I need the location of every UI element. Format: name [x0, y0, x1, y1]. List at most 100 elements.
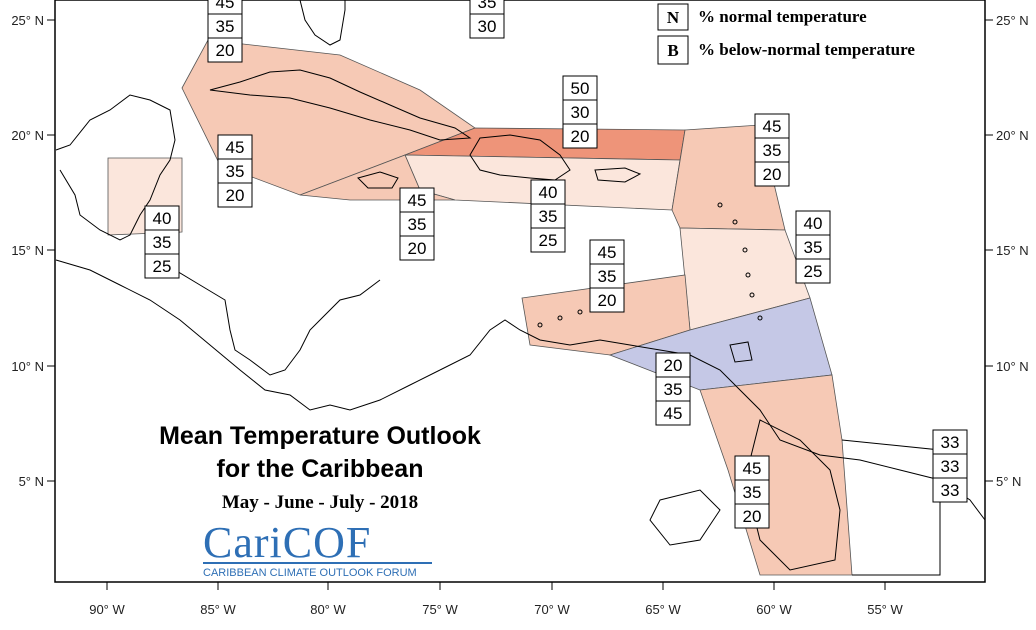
- coastline-florida: [299, 0, 346, 46]
- y-tick-label-right: 15° N: [996, 243, 1029, 258]
- probability-cell: [530, 179, 566, 205]
- probability-stack: 45 35 20: [399, 187, 435, 261]
- probability-cell: [795, 258, 831, 284]
- probability-cell: [932, 477, 968, 503]
- x-tick-label: 75° W: [422, 602, 458, 617]
- probability-cell: [530, 203, 566, 229]
- boundary-suriname: [841, 439, 941, 576]
- probability-value: 35: [408, 215, 427, 234]
- probability-value: 35: [539, 207, 558, 226]
- y-tick-label-left: 20° N: [11, 128, 44, 143]
- probability-value: 45: [664, 404, 683, 423]
- y-tick-label-right: 5° N: [996, 474, 1021, 489]
- probability-value: 33: [941, 481, 960, 500]
- logo-wordmark: CariCOF: [203, 518, 371, 567]
- legend-text-below: % below-normal temperature: [698, 40, 915, 59]
- x-tick-label: 90° W: [89, 602, 125, 617]
- probability-cell: [217, 134, 253, 160]
- y-tick-label-left: 5° N: [19, 474, 44, 489]
- y-tick-label-left: 25° N: [11, 13, 44, 28]
- probability-stack: 40 35 25: [795, 210, 831, 284]
- probability-cell: [217, 182, 253, 208]
- probability-cell: [795, 234, 831, 260]
- probability-value: 20: [408, 239, 427, 258]
- probability-value: 20: [571, 127, 590, 146]
- probability-value: 35: [804, 238, 823, 257]
- probability-value: 35: [763, 141, 782, 160]
- probability-value: 45: [408, 191, 427, 210]
- probability-cell: [399, 187, 435, 213]
- probability-value: 25: [153, 257, 172, 276]
- probability-value: 20: [763, 165, 782, 184]
- probability-value: 30: [478, 17, 497, 36]
- island-marker: [717, 202, 723, 208]
- y-tick-label-right: 25° N: [996, 13, 1029, 28]
- x-axis-ticks: 90° W 85° W 80° W 75° W 70° W 65° W 60° W 55° W: [89, 582, 903, 617]
- zone-guyana: [699, 374, 853, 576]
- probability-cell: [655, 400, 691, 426]
- probability-cell: [655, 376, 691, 402]
- probability-cell: [469, 13, 505, 39]
- probability-cell: [399, 235, 435, 261]
- legend-key-below: B: [667, 41, 678, 60]
- probability-cell: [734, 455, 770, 481]
- island-marker: [557, 315, 563, 321]
- logo-tagline: CARIBBEAN CLIMATE OUTLOOK FORUM: [203, 567, 417, 579]
- map-title-line1: Mean Temperature Outlook: [159, 422, 481, 450]
- legend-key-normal: N: [667, 8, 680, 27]
- probability-stack: 45 35 20: [754, 113, 790, 187]
- probability-value: 45: [216, 0, 235, 12]
- probability-value: 25: [804, 262, 823, 281]
- probability-value: 20: [664, 356, 683, 375]
- probability-stack: 45 35 20: [217, 134, 253, 208]
- probability-stack: 20 35 45: [655, 352, 691, 426]
- legend-key-box: [657, 35, 689, 65]
- legend-text-normal: % normal temperature: [698, 7, 867, 26]
- y-tick-label-left: 10° N: [11, 359, 44, 374]
- probability-stack: 40 35 25: [530, 179, 566, 253]
- y-tick-label-right: 10° N: [996, 359, 1029, 374]
- legend-key-box: [657, 3, 689, 31]
- probability-value: 20: [743, 507, 762, 526]
- probability-cell: [734, 503, 770, 529]
- probability-cell: [207, 13, 243, 39]
- probability-cell: [589, 263, 625, 289]
- probability-cell: [754, 137, 790, 163]
- probability-cell: [589, 287, 625, 313]
- probability-value: 30: [571, 103, 590, 122]
- probability-value: 35: [153, 233, 172, 252]
- island-marker: [732, 219, 738, 225]
- probability-cell: [655, 352, 691, 378]
- x-tick-label: 55° W: [867, 602, 903, 617]
- probability-value: 40: [804, 214, 823, 233]
- probability-value: 20: [226, 186, 245, 205]
- probability-cell: [754, 113, 790, 139]
- coastline-central-america-south: [55, 259, 441, 411]
- y-tick-label-left: 15° N: [11, 243, 44, 258]
- y-axis-ticks: 25° N 25° N 20° N 20° N 15° N 15° N 10° N 10° N…: [11, 13, 1028, 489]
- island-marker: [742, 247, 748, 253]
- probability-value: 40: [153, 209, 172, 228]
- title-block: Mean Temperature Outlook for the Caribbe…: [159, 422, 481, 513]
- probability-cell: [754, 161, 790, 187]
- probability-value: 33: [941, 457, 960, 476]
- probability-value: 35: [743, 483, 762, 502]
- coastline-trinidad: [729, 341, 753, 363]
- island-marker: [749, 292, 755, 298]
- probability-stack: 45 35 20: [207, 0, 243, 63]
- probability-cell: [562, 75, 598, 101]
- coastline-yucatan: [55, 94, 176, 241]
- probability-cell: [530, 227, 566, 253]
- probability-stack: 33 33 33: [932, 429, 968, 503]
- x-tick-label: 70° W: [534, 602, 570, 617]
- probability-cell: [932, 453, 968, 479]
- probability-cell: [795, 210, 831, 236]
- x-tick-label: 85° W: [200, 602, 236, 617]
- coastline-jamaica: [357, 171, 399, 189]
- probability-value: 20: [598, 291, 617, 310]
- probability-cell: [207, 37, 243, 63]
- probability-value: 35: [216, 17, 235, 36]
- map-frame: [54, 0, 986, 583]
- probability-value: 45: [598, 243, 617, 262]
